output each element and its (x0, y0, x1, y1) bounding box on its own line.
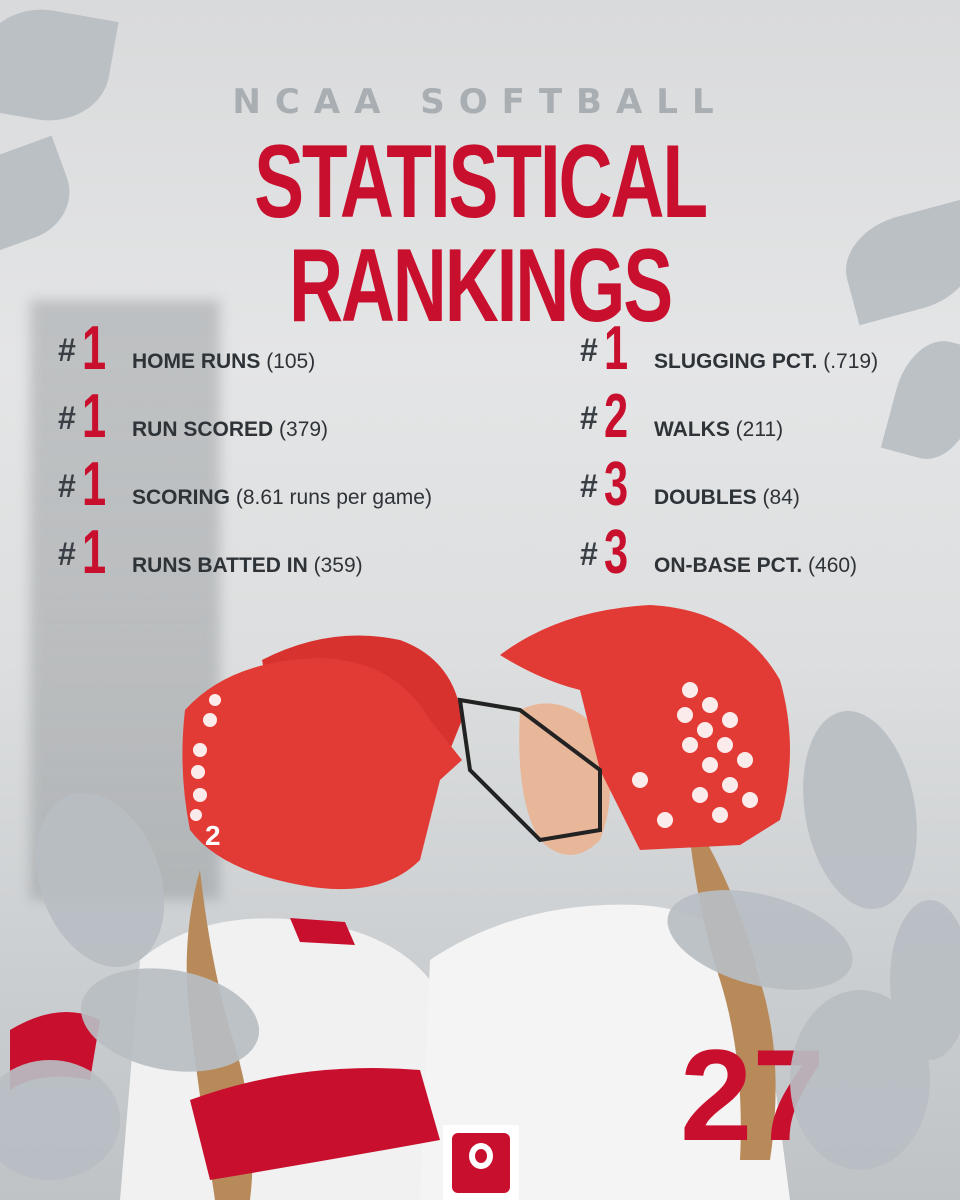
stat-value: (379) (279, 418, 329, 441)
stat-text: RUNS BATTED IN (359) (132, 554, 363, 578)
stat-label: RUN SCORED (132, 418, 274, 441)
rank-badge: # 1 (580, 318, 650, 386)
rank-hash: # (580, 400, 598, 436)
stat-text: ON-BASE PCT. (460) (654, 554, 857, 578)
stat-label: ON-BASE PCT. (654, 554, 803, 577)
left-helmet (182, 658, 462, 890)
rank-number: 1 (82, 314, 107, 383)
stat-value: (84) (762, 486, 800, 509)
rank-number: 3 (604, 450, 629, 519)
right-player-face (519, 703, 610, 855)
stat-label: WALKS (654, 418, 730, 441)
rank-badge: # 1 (58, 386, 128, 454)
decorative-leaf (834, 199, 960, 326)
face-guard (457, 697, 602, 843)
stat-label: DOUBLES (654, 486, 757, 509)
rank-badge: # 1 (58, 318, 128, 386)
rank-badge: # 3 (580, 454, 650, 522)
rank-badge: # 2 (580, 386, 650, 454)
ohio-state-logo (443, 1125, 519, 1200)
stat-text: SCORING (8.61 runs per game) (132, 486, 432, 510)
page-title: STATISTICAL RANKINGS (254, 124, 708, 344)
left-player-collar (290, 918, 355, 945)
jersey-number: 2 (205, 820, 221, 851)
foreground-leaves (0, 711, 960, 1180)
stat-text: RUN SCORED (379) (132, 418, 328, 442)
rank-hash: # (58, 536, 76, 572)
rank-number: 2 (604, 382, 629, 451)
rank-hash: # (58, 400, 76, 436)
stat-value: (359) (313, 554, 363, 577)
ohio-state-block-o-icon (452, 1132, 510, 1193)
rank-hash: # (580, 332, 598, 368)
rank-number: 1 (82, 382, 107, 451)
stat-text: HOME RUNS (105) (132, 350, 315, 374)
rank-number: 1 (82, 518, 107, 587)
rank-number: 1 (604, 314, 629, 383)
stat-value: (211) (735, 418, 784, 441)
players-celebration-photo: 27 2 (0, 605, 960, 1200)
stat-value: (105) (266, 350, 316, 373)
rank-hash: # (580, 468, 598, 504)
decorative-leaf (880, 331, 960, 469)
rank-number: 3 (604, 518, 629, 587)
rank-hash: # (58, 468, 76, 504)
rank-badge: # 1 (58, 454, 128, 522)
left-helmet-decals (190, 694, 221, 821)
right-helmet (500, 605, 790, 850)
rank-number: 1 (82, 450, 107, 519)
stat-label: SLUGGING PCT. (654, 350, 818, 373)
rank-badge: # 1 (58, 522, 128, 590)
stat-label: RUNS BATTED IN (132, 554, 308, 577)
stat-value: (8.61 runs per game) (235, 486, 432, 509)
stat-value: (.719) (823, 350, 879, 373)
stat-text: DOUBLES (84) (654, 486, 800, 510)
stat-value: (460) (808, 554, 858, 577)
stat-text: WALKS (211) (654, 418, 783, 442)
red-sleeve (190, 1068, 440, 1180)
rank-hash: # (58, 332, 76, 368)
supertitle: NCAA SOFTBALL (232, 82, 728, 122)
right-helmet-decals (632, 682, 758, 828)
decorative-leaf (0, 135, 83, 255)
stat-label: SCORING (132, 486, 231, 509)
stat-label: HOME RUNS (132, 350, 261, 373)
stat-text: SLUGGING PCT. (.719) (654, 350, 878, 374)
rank-hash: # (580, 536, 598, 572)
rank-badge: # 3 (580, 522, 650, 590)
